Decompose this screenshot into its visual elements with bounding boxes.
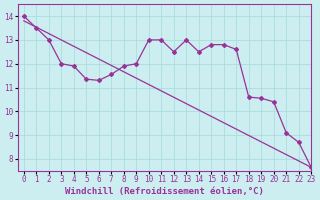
X-axis label: Windchill (Refroidissement éolien,°C): Windchill (Refroidissement éolien,°C) [65, 187, 264, 196]
